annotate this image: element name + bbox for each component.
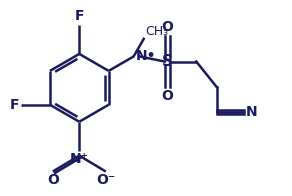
Text: F: F [10,98,20,112]
Text: N⁺: N⁺ [70,152,89,166]
Text: S: S [162,54,173,69]
Text: O: O [47,172,59,187]
Text: O: O [161,89,173,103]
Text: O⁻: O⁻ [96,172,115,187]
Text: CH₃: CH₃ [145,25,168,38]
Text: F: F [74,9,84,24]
Text: N•: N• [135,49,156,64]
Text: O: O [161,20,173,34]
Text: N: N [246,105,257,119]
